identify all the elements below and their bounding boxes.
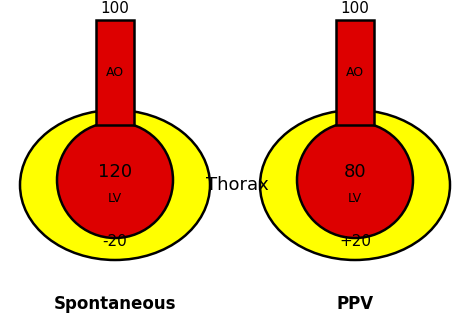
Text: -20: -20 [103, 235, 128, 249]
Ellipse shape [20, 110, 210, 260]
Circle shape [57, 122, 173, 238]
Ellipse shape [260, 110, 450, 260]
Text: LV: LV [348, 192, 362, 204]
Text: Thorax: Thorax [206, 176, 268, 194]
Text: 100: 100 [100, 1, 129, 16]
Text: LV: LV [108, 192, 122, 204]
Text: 100: 100 [340, 1, 369, 16]
Circle shape [297, 122, 413, 238]
Text: 120: 120 [98, 163, 132, 181]
Text: 80: 80 [344, 163, 366, 181]
Text: AO: AO [346, 66, 364, 79]
Bar [96, 20, 134, 125]
Text: AO: AO [106, 66, 124, 79]
Text: Spontaneous: Spontaneous [54, 295, 176, 313]
Text: +20: +20 [339, 235, 371, 249]
Text: PPV: PPV [337, 295, 374, 313]
Bar [336, 20, 374, 125]
